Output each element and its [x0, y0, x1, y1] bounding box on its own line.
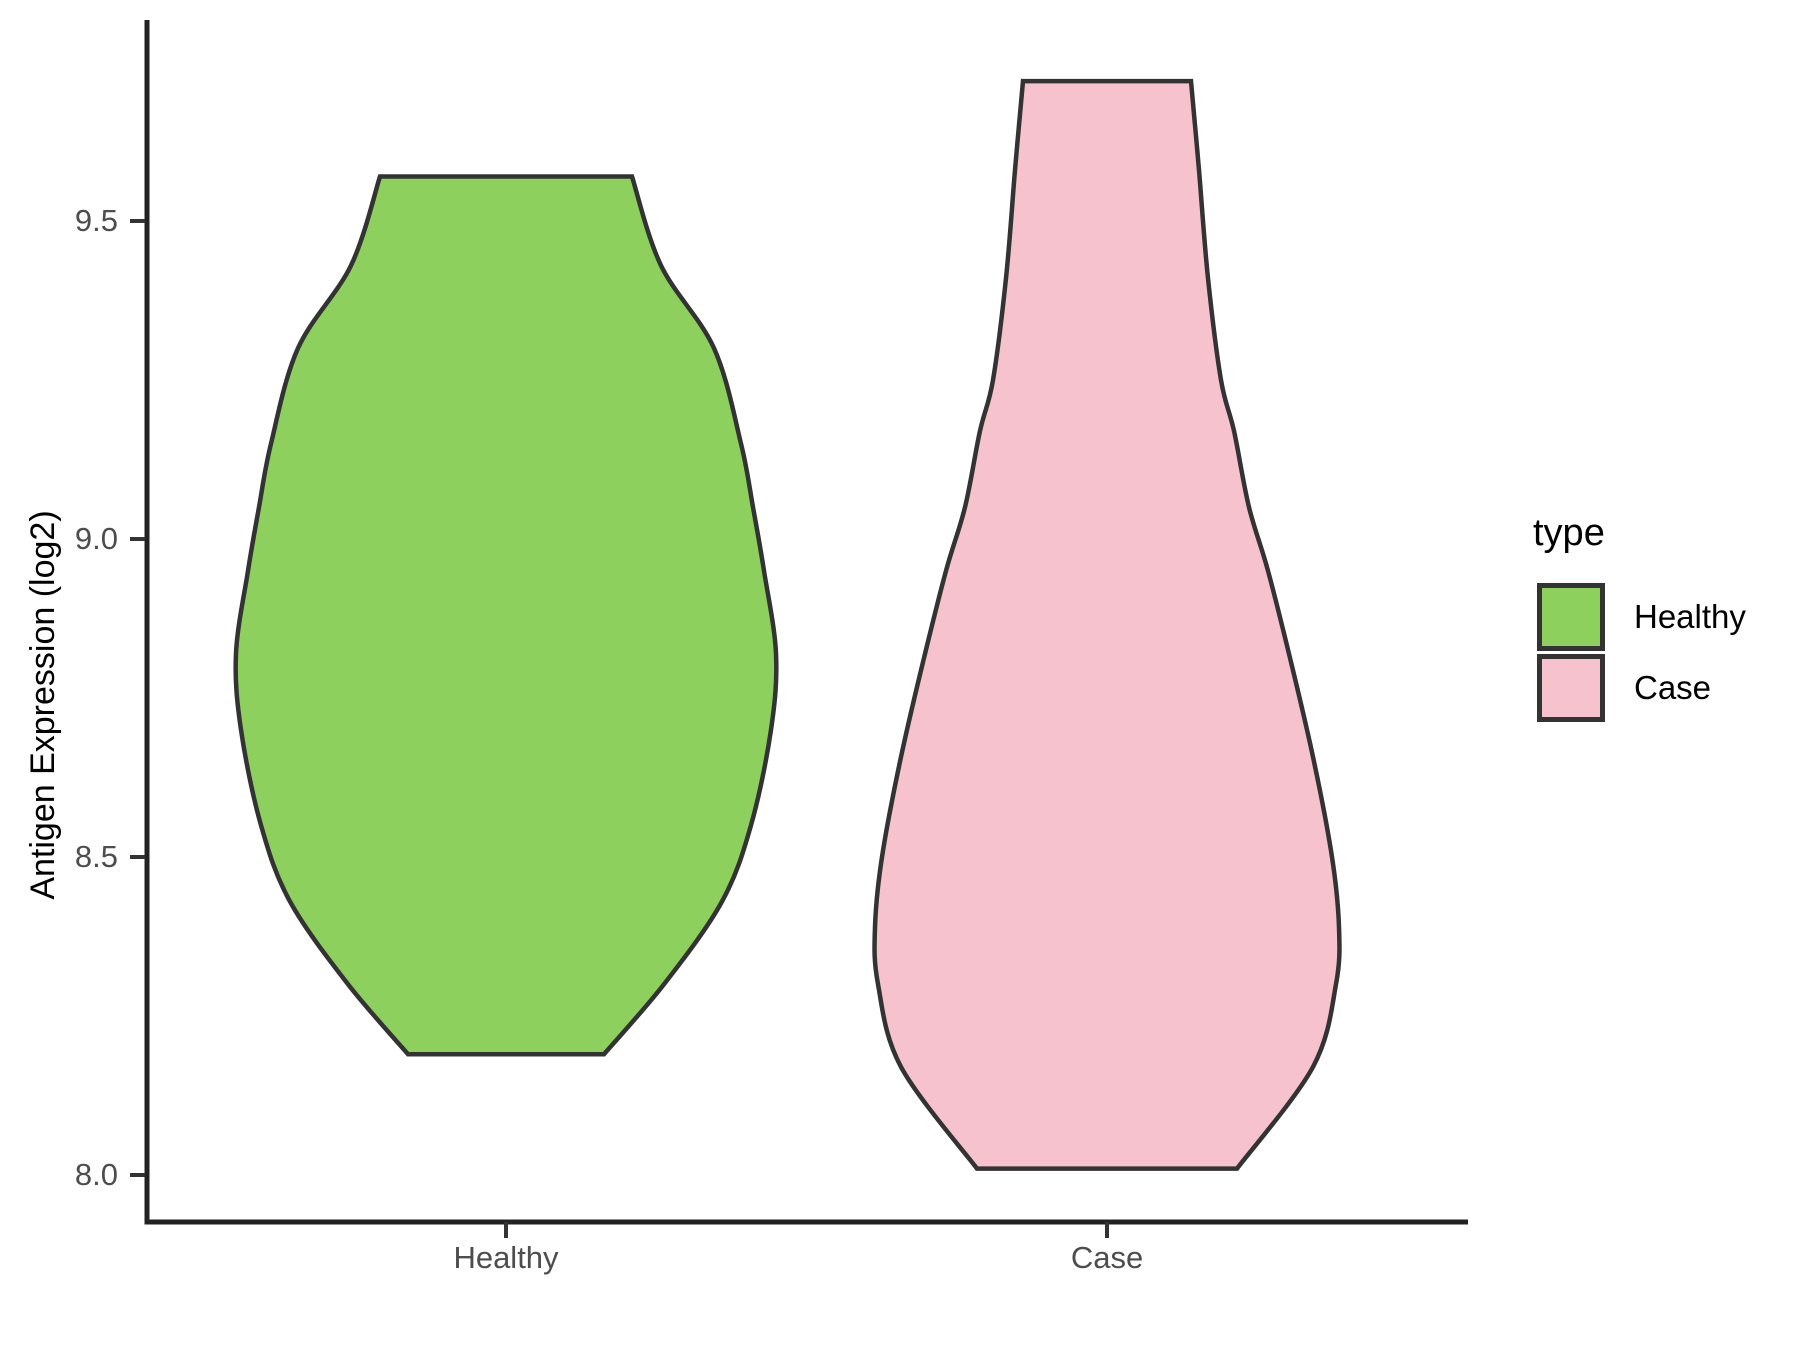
violin-healthy — [233, 174, 779, 1057]
y-tick-label: 8.5 — [74, 839, 118, 874]
x-category-label-case: Case — [1070, 1240, 1144, 1275]
y-tick-label: 9.0 — [74, 521, 118, 556]
y-axis-title: Antigen Expression (log2) — [24, 510, 62, 900]
y-tick-label: 8.0 — [74, 1157, 118, 1192]
legend-label-case: Case — [1634, 669, 1712, 706]
x-tick-marks — [504, 1222, 1109, 1238]
axes — [130, 20, 1468, 1238]
violins — [233, 78, 1342, 1171]
legend-swatch-case — [1537, 654, 1605, 722]
legend-title: type — [1533, 512, 1605, 554]
legend-swatch-healthy — [1537, 583, 1605, 651]
y-tick-label: 9.5 — [74, 203, 118, 238]
x-category-label-healthy: Healthy — [453, 1240, 559, 1275]
legend-label-healthy: Healthy — [1634, 598, 1746, 635]
y-tick-marks — [130, 219, 145, 1177]
violin-case — [872, 78, 1342, 1171]
